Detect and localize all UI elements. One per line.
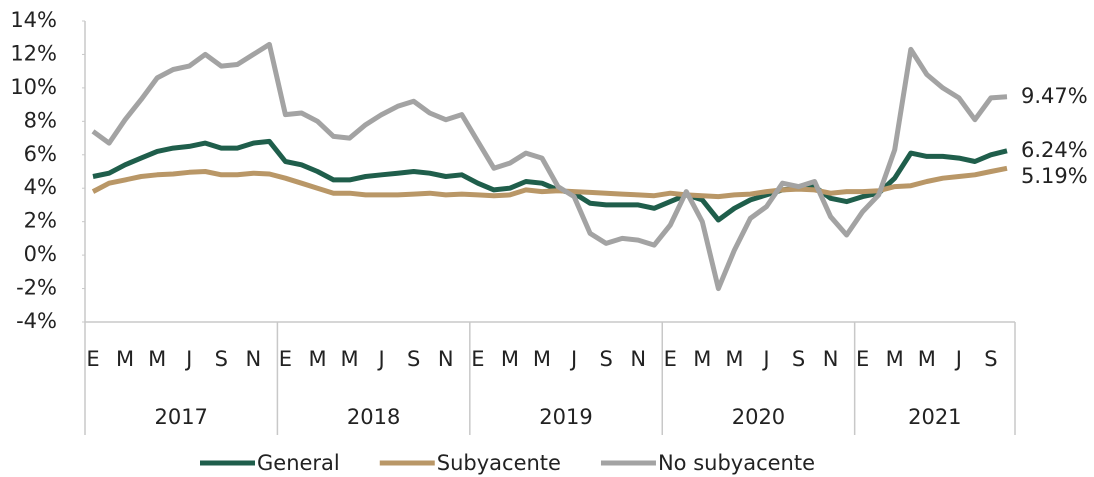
x-tick-label: J [954,347,962,371]
x-tick-label: M [533,347,551,371]
end-label: 5.19% [1021,164,1088,188]
x-tick-label: J [377,347,385,371]
x-tick-label: M [308,347,326,371]
y-tick-label: -4% [16,309,57,333]
y-tick-label: 0% [24,242,57,266]
year-label: 2020 [732,405,785,429]
y-tick-label: 6% [24,142,57,166]
end-label: 9.47% [1021,84,1088,108]
x-tick-label: E [86,347,99,371]
x-tick-label: E [664,347,677,371]
y-tick-label: 4% [24,175,57,199]
x-tick-label: J [569,347,577,371]
x-tick-label: E [279,347,292,371]
end-label: 6.24% [1021,138,1088,162]
x-tick-label: S [407,347,420,371]
x-tick-label: S [984,347,997,371]
year-label: 2019 [539,405,592,429]
year-label: 2021 [908,405,961,429]
legend-label: General [257,451,340,475]
year-label: 2017 [154,405,207,429]
x-tick-label: E [856,347,869,371]
x-tick-label: N [823,347,839,371]
y-tick-label: 2% [24,209,57,233]
series-line [92,138,1008,223]
series-line [91,165,1008,200]
x-tick-label: M [341,347,359,371]
x-tick-label: S [792,347,805,371]
y-tick-label: 12% [10,41,57,65]
legend-label: No subyacente [658,451,815,475]
x-tick-label: M [918,347,936,371]
x-tick-label: M [148,347,166,371]
x-tick-label: J [184,347,192,371]
x-tick-label: N [438,347,454,371]
x-tick-label: M [886,347,904,371]
x-tick-label: M [693,347,711,371]
y-tick-label: 14% [10,8,57,32]
y-tick-label: 8% [24,108,57,132]
x-tick-label: N [630,347,646,371]
y-tick-label: 10% [10,75,57,99]
year-label: 2018 [347,405,400,429]
legend-label: Subyacente [437,451,561,475]
x-tick-label: M [116,347,134,371]
x-tick-label: J [761,347,769,371]
x-tick-label: M [725,347,743,371]
x-tick-label: S [599,347,612,371]
series-line [91,41,1008,292]
x-tick-label: M [501,347,519,371]
x-tick-label: N [246,347,262,371]
x-tick-label: E [471,347,484,371]
y-tick-label: -2% [16,276,57,300]
x-tick-label: S [215,347,228,371]
